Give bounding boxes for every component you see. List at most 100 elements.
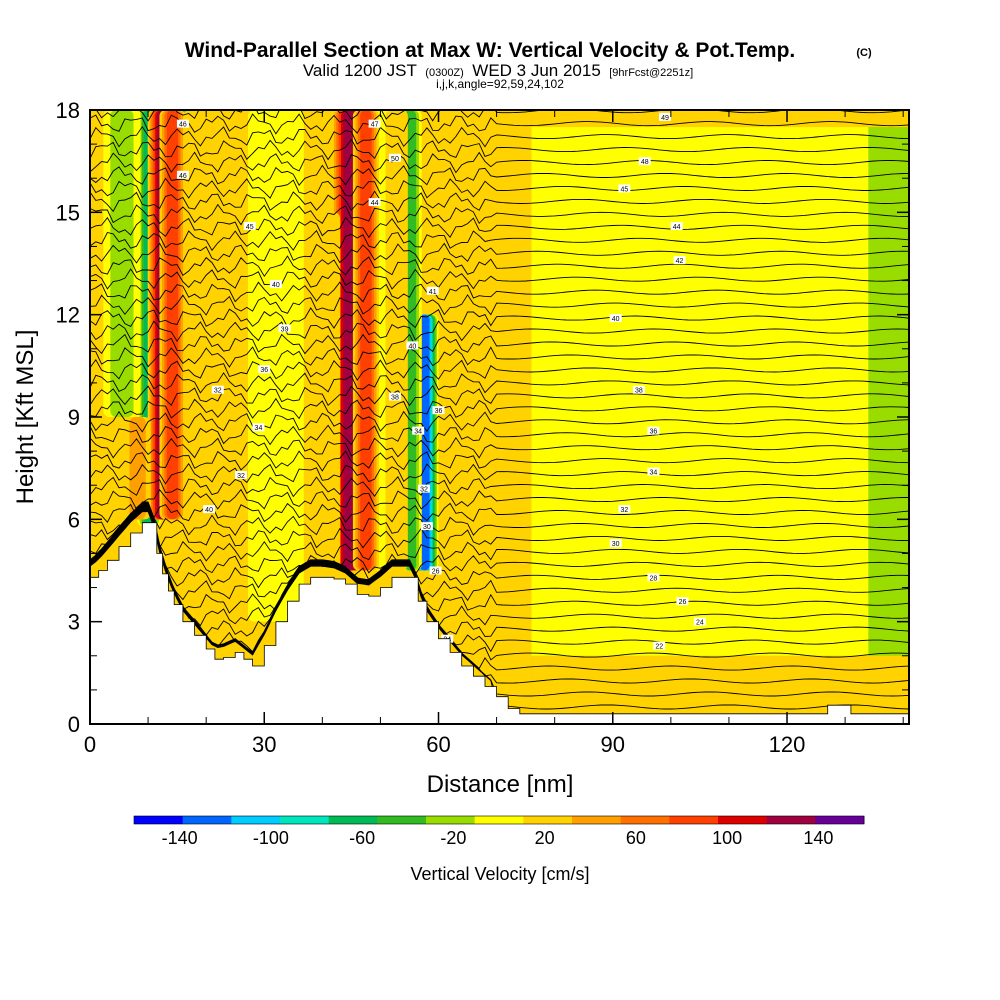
theta-label: 32 [237, 473, 245, 480]
theta-label-bg [203, 505, 216, 514]
theta-label: 46 [179, 173, 187, 180]
colorbar: -140 -100 -60 -20 20 60 100 140 [133, 815, 865, 848]
theta-contour [90, 504, 909, 589]
x-axis-label: Distance [nm] [427, 771, 574, 798]
theta-label: 34 [650, 470, 658, 477]
theta-label-bg [618, 505, 631, 514]
theta-contour [90, 506, 909, 614]
theta-label-bg [368, 198, 381, 207]
chart-title: Wind-Parallel Section at Max W: Vertical… [185, 39, 796, 62]
theta-label-bg [609, 314, 622, 323]
theta-label-bg [429, 566, 442, 575]
theta-contour [90, 255, 909, 278]
theta-contour [90, 138, 909, 161]
theta-contour [90, 177, 909, 199]
theta-label: 41 [429, 289, 437, 296]
theta-label: 49 [661, 115, 669, 122]
theta-label-bg [269, 279, 282, 288]
theta-contour [90, 358, 909, 381]
theta-label-bg [417, 484, 430, 493]
theta-contour [90, 501, 909, 524]
theta-label-bg [653, 641, 666, 650]
colorbar-bin [134, 816, 184, 824]
theta-label: 34 [255, 425, 263, 432]
theta-contour [90, 113, 909, 135]
theta-contour [90, 294, 909, 316]
theta-contour [90, 125, 909, 148]
colorbar-tick-label: -140 [162, 828, 198, 848]
theta-contour-labels: 46 46 45 40 39 36 32 34 32 40 47 50 44 41 40 38 36 34 32 30… [176, 112, 706, 651]
theta-label: 45 [246, 224, 254, 231]
colorbar-bin [620, 816, 670, 824]
theta-contour [90, 508, 909, 661]
theta-contours [90, 110, 909, 710]
theta-label-bg [243, 221, 256, 230]
theta-label: 34 [414, 429, 422, 436]
theta-label-bg [693, 617, 706, 626]
theta-contour [90, 507, 909, 653]
forecast-info: [9hrFcst@2251z] [609, 67, 693, 79]
theta-contour [90, 384, 909, 407]
theta-label-bg [252, 423, 265, 432]
theta-contour [90, 506, 909, 628]
terrain-mask [90, 522, 909, 724]
theta-label: 44 [673, 224, 681, 231]
theta-contour [90, 307, 909, 329]
theta-label: 24 [696, 620, 704, 627]
colorbar-bin [523, 816, 573, 824]
theta-label: 26 [679, 599, 687, 606]
sinking-region [531, 127, 869, 656]
theta-label-bg [368, 119, 381, 128]
valid-time: Valid 1200 JST [303, 61, 417, 80]
theta-contour [90, 509, 909, 684]
y-tick-label: 3 [68, 610, 80, 635]
theta-label-bg [670, 221, 683, 230]
theta-contour [90, 151, 909, 174]
theta-label-bg [176, 170, 189, 179]
downdraft-column [247, 110, 304, 622]
theta-label-bg [211, 385, 224, 394]
theta-contour [90, 190, 909, 213]
theta-contour [90, 510, 909, 697]
theta-label-bg [388, 392, 401, 401]
section-indices: i,j,k,angle=92,59,24,102 [436, 77, 564, 91]
updraft-column [385, 110, 408, 571]
theta-contour [90, 320, 909, 343]
theta-contour [90, 507, 909, 637]
colorbar-tick-label: -100 [253, 828, 289, 848]
y-tick-label: 15 [56, 200, 80, 225]
theta-contour [95, 110, 909, 122]
theta-contour [90, 509, 909, 671]
colorbar-bin [280, 816, 330, 824]
x-tick-label: 90 [601, 732, 625, 757]
colorbar-bin [328, 816, 378, 824]
theta-contour [90, 242, 909, 265]
theta-label: 40 [272, 282, 280, 289]
colorbar-tick-label: -20 [440, 828, 466, 848]
theta-contour [90, 450, 909, 472]
updraft-column [360, 110, 372, 571]
theta-label: 36 [650, 429, 658, 436]
theta-label-bg [278, 324, 291, 333]
theta-label-bg [632, 385, 645, 394]
colorbar-bin [572, 816, 622, 824]
theta-contour [90, 505, 909, 602]
theta-label: 48 [641, 159, 649, 166]
colorbar-bin [231, 816, 281, 824]
theta-contour [90, 203, 909, 226]
colorbar-bin [669, 816, 719, 824]
theta-label: 30 [423, 524, 431, 531]
valid-date: WED 3 Jun 2015 [472, 61, 601, 80]
colorbar-bin [182, 816, 232, 824]
y-tick-label: 0 [68, 712, 80, 737]
theta-label-bg [673, 256, 686, 265]
theta-contour [90, 502, 909, 550]
theta-label-bg [426, 286, 439, 295]
y-tick-label: 12 [56, 303, 80, 328]
theta-label-bg [258, 365, 271, 374]
theta-label-bg [676, 597, 689, 606]
chart-subtitle: Valid 1200 JST (0300Z) WED 3 Jun 2015 [9… [303, 61, 693, 80]
downdraft-column [110, 110, 134, 417]
theta-contour [90, 502, 909, 537]
x-tick-label: 0 [84, 732, 96, 757]
